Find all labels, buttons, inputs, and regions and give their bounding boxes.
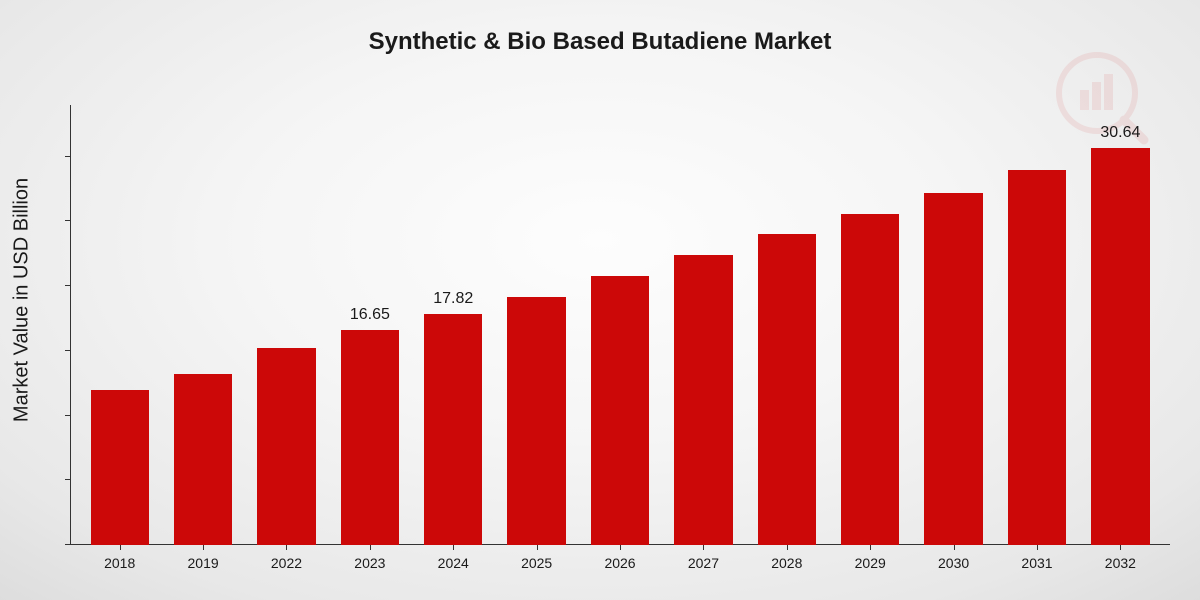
x-axis-tick-label: 2019 bbox=[188, 555, 219, 571]
bar-slot: 2028 bbox=[745, 105, 828, 545]
plot-area: 20182019202216.65202317.8220242025202620… bbox=[70, 105, 1170, 545]
x-axis-tick-label: 2022 bbox=[271, 555, 302, 571]
x-axis-tick-label: 2023 bbox=[354, 555, 385, 571]
bar bbox=[1091, 148, 1149, 545]
x-axis-tick-label: 2032 bbox=[1105, 555, 1136, 571]
chart-title: Synthetic & Bio Based Butadiene Market bbox=[0, 28, 1200, 56]
bar-slot: 2026 bbox=[578, 105, 661, 545]
x-tick bbox=[787, 545, 788, 550]
bar bbox=[1008, 170, 1066, 545]
bar-slot: 17.822024 bbox=[412, 105, 495, 545]
x-tick bbox=[286, 545, 287, 550]
x-axis-tick-label: 2024 bbox=[438, 555, 469, 571]
x-tick bbox=[1120, 545, 1121, 550]
x-tick bbox=[870, 545, 871, 550]
bar-value-label: 17.82 bbox=[433, 290, 473, 308]
x-axis-tick-label: 2030 bbox=[938, 555, 969, 571]
x-axis-tick-label: 2027 bbox=[688, 555, 719, 571]
bar-slot: 16.652023 bbox=[328, 105, 411, 545]
x-axis-tick-label: 2029 bbox=[855, 555, 886, 571]
x-axis-tick-label: 2018 bbox=[104, 555, 135, 571]
x-tick bbox=[703, 545, 704, 550]
bar bbox=[507, 297, 565, 545]
bar-slot: 2029 bbox=[829, 105, 912, 545]
bar bbox=[424, 314, 482, 545]
bar-slot: 2031 bbox=[995, 105, 1078, 545]
bar-value-label: 16.65 bbox=[350, 306, 390, 324]
bar bbox=[174, 374, 232, 545]
y-axis-label: Market Value in USD Billion bbox=[11, 178, 34, 422]
bar bbox=[91, 390, 149, 545]
bar-value-label: 30.64 bbox=[1100, 124, 1140, 142]
bar bbox=[341, 330, 399, 545]
bar-slot: 2022 bbox=[245, 105, 328, 545]
bar-slot: 2025 bbox=[495, 105, 578, 545]
x-axis-tick-label: 2025 bbox=[521, 555, 552, 571]
bar bbox=[841, 214, 899, 545]
bar-slot: 2018 bbox=[78, 105, 161, 545]
x-tick bbox=[537, 545, 538, 550]
x-axis-tick-label: 2026 bbox=[604, 555, 635, 571]
x-tick bbox=[453, 545, 454, 550]
bars-container: 20182019202216.65202317.8220242025202620… bbox=[70, 105, 1170, 545]
bar-slot: 2027 bbox=[662, 105, 745, 545]
x-tick bbox=[370, 545, 371, 550]
x-tick bbox=[620, 545, 621, 550]
x-tick bbox=[1037, 545, 1038, 550]
bar bbox=[924, 193, 982, 545]
bar bbox=[674, 255, 732, 545]
x-axis-tick-label: 2031 bbox=[1021, 555, 1052, 571]
x-axis-tick-label: 2028 bbox=[771, 555, 802, 571]
bar bbox=[758, 234, 816, 545]
bar bbox=[257, 348, 315, 545]
bar-slot: 2019 bbox=[161, 105, 244, 545]
x-tick bbox=[120, 545, 121, 550]
bar-slot: 30.642032 bbox=[1079, 105, 1162, 545]
x-tick bbox=[954, 545, 955, 550]
x-tick bbox=[203, 545, 204, 550]
bar bbox=[591, 276, 649, 545]
bar-slot: 2030 bbox=[912, 105, 995, 545]
